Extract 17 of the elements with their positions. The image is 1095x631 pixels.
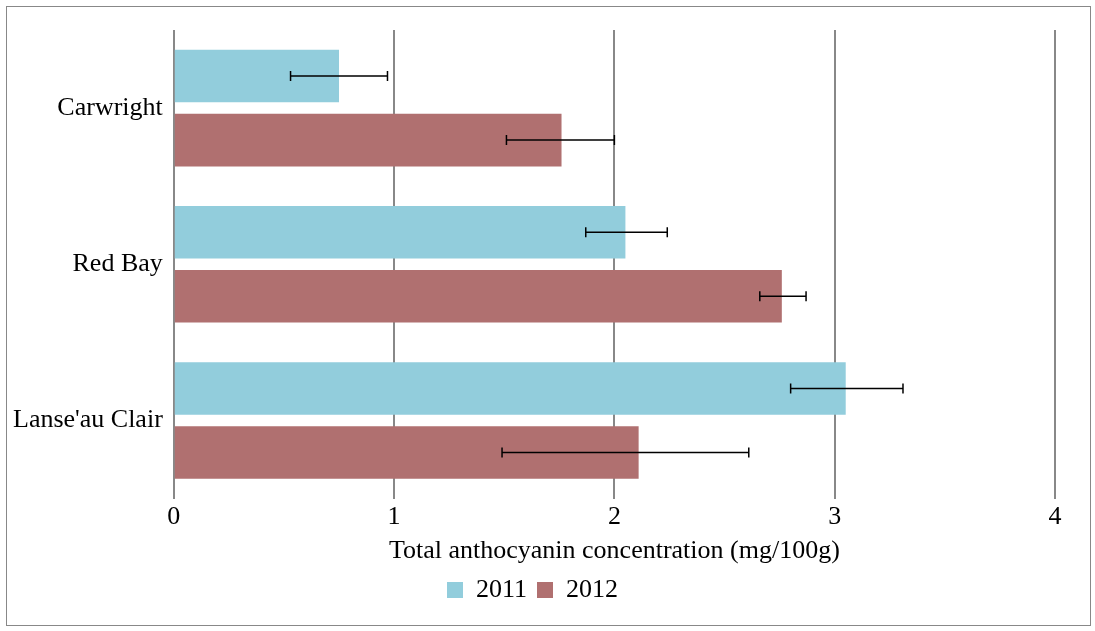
x-tick-label: 2 xyxy=(607,501,621,531)
y-tick-label: Lanse'au Clair xyxy=(13,404,164,434)
x-tick-label: 1 xyxy=(387,501,401,531)
bar xyxy=(174,49,340,103)
legend-label: 2011 xyxy=(475,573,528,603)
x-tick-label: 4 xyxy=(1048,501,1062,531)
bar xyxy=(174,362,846,415)
x-tick-label: 3 xyxy=(828,501,842,531)
bar xyxy=(174,270,782,323)
y-tick-label: Carwright xyxy=(57,91,164,121)
legend-label: 2012 xyxy=(566,573,619,603)
bar xyxy=(174,426,639,479)
x-tick-label: 0 xyxy=(167,501,181,531)
x-axis-title: Total anthocyanin concentration (mg/100g) xyxy=(388,535,840,565)
y-tick-label: Red Bay xyxy=(72,248,163,278)
bar xyxy=(174,113,562,167)
bar xyxy=(174,206,626,259)
